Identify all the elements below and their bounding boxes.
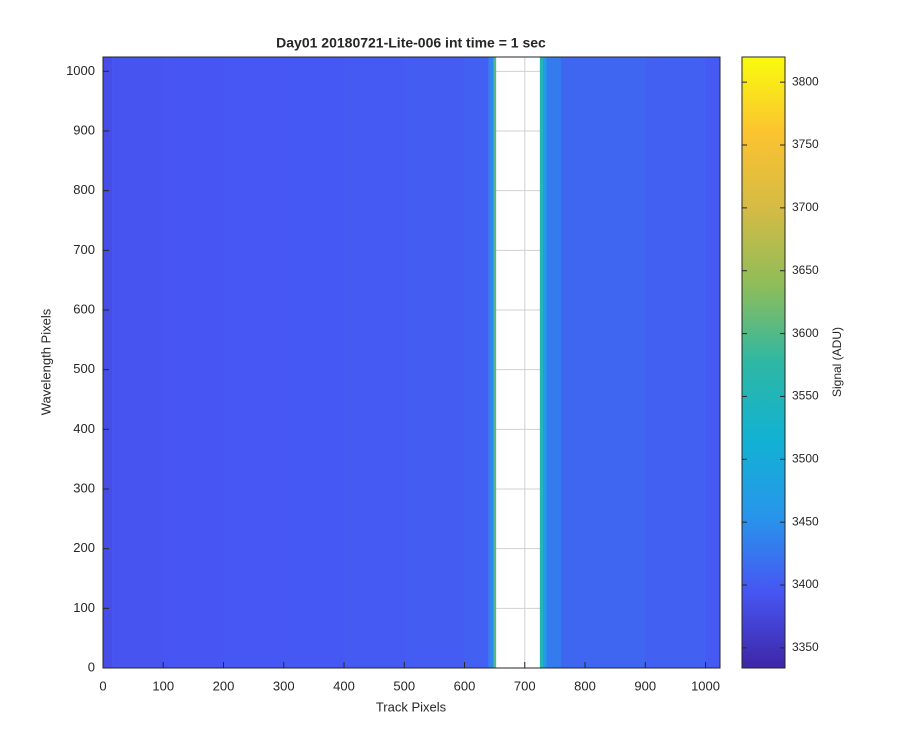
- heatmap-cell: [705, 57, 721, 668]
- y-tick-label: 800: [73, 182, 95, 197]
- y-tick-label: 300: [73, 480, 95, 495]
- x-tick-label: 600: [454, 678, 476, 693]
- colorbar-tick-label: 3500: [792, 451, 819, 465]
- y-axis-label: Wavelength Pixels: [38, 308, 53, 415]
- y-tick-label: 500: [73, 361, 95, 376]
- heatmap-cell: [645, 57, 706, 668]
- colorbar-tick-label: 3400: [792, 577, 819, 591]
- x-tick-label: 500: [393, 678, 415, 693]
- heatmap-cell: [404, 57, 465, 668]
- y-tick-label: 200: [73, 540, 95, 555]
- y-tick-label: 0: [88, 659, 95, 674]
- heatmap-cell: [542, 57, 547, 668]
- y-tick-label: 700: [73, 242, 95, 257]
- heatmap-cell: [539, 57, 544, 668]
- x-tick-label: 300: [273, 678, 295, 693]
- x-tick-label: 900: [634, 678, 656, 693]
- colorbar: [741, 56, 786, 669]
- y-tick-label: 1000: [66, 63, 95, 78]
- heatmap-cell: [163, 57, 224, 668]
- chart-title: Day01 20180721-Lite-006 int time = 1 sec: [276, 35, 546, 51]
- colorbar-tick-label: 3650: [792, 263, 819, 277]
- y-tick-label: 100: [73, 600, 95, 615]
- heatmap-cell: [112, 57, 164, 668]
- colorbar-tick-label: 3750: [792, 137, 819, 151]
- colorbar-tick-label: 3800: [792, 74, 819, 88]
- heatmap-cell: [488, 57, 494, 668]
- colorbar-label: Signal (ADU): [830, 327, 844, 397]
- heatmap-cell: [103, 57, 113, 668]
- plot-area: [102, 57, 721, 669]
- colorbar-tick-label: 3350: [792, 640, 819, 654]
- heatmap-cell: [464, 57, 489, 668]
- colorbar-tick-label: 3450: [792, 514, 819, 528]
- x-tick-label: 200: [213, 678, 235, 693]
- x-tick-label: 800: [574, 678, 596, 693]
- x-tick-label: 1000: [691, 678, 720, 693]
- colorbar-tick-label: 3700: [792, 200, 819, 214]
- axes-frame: [102, 56, 721, 669]
- heatmap-cell: [493, 57, 497, 668]
- heatmap-cell: [283, 57, 345, 668]
- heatmap-cell: [223, 57, 285, 668]
- x-tick-label: 700: [514, 678, 536, 693]
- heatmap-cell: [546, 57, 562, 668]
- y-tick-label: 600: [73, 301, 95, 316]
- x-tick-label: 100: [152, 678, 174, 693]
- x-tick-label: 400: [333, 678, 355, 693]
- x-tick-label: 0: [99, 678, 106, 693]
- heatmap-cell: [560, 57, 646, 668]
- heatmap-cell: [344, 57, 405, 668]
- colorbar-tick-label: 3550: [792, 389, 819, 403]
- y-tick-label: 900: [73, 122, 95, 137]
- y-tick-label: 400: [73, 421, 95, 436]
- colorbar-tick-label: 3600: [792, 326, 819, 340]
- x-axis-label: Track Pixels: [376, 699, 447, 714]
